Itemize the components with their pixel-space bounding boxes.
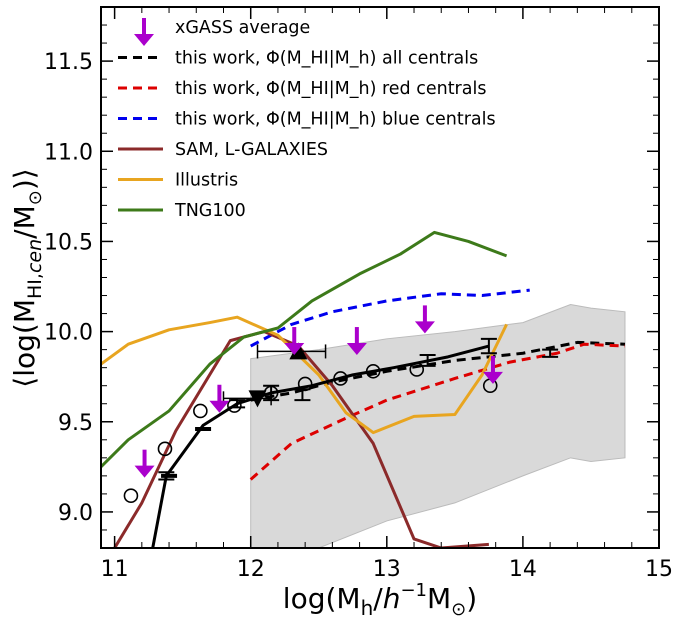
legend-entry-xgass: xGASS average: [134, 18, 310, 46]
xgass-arrow-0: [134, 449, 155, 478]
x-tick-label-2: 13: [373, 557, 401, 582]
legend-entry-illustris: Illustris: [118, 171, 238, 191]
open-circle-point-1: [157, 441, 173, 457]
triangle-up-point-marker: [289, 342, 308, 360]
scatter-band: [250, 304, 626, 548]
series-line-tng-5: [101, 230, 508, 468]
x-tick-label-0: 11: [101, 557, 129, 582]
xgass-arrow-4-head: [414, 321, 435, 334]
xgass-arrow-1: [209, 384, 230, 413]
y-tick-label-4: 11.0: [44, 140, 93, 165]
series-line-blue-2: [250, 288, 530, 348]
open-circle-point-6: [333, 371, 348, 386]
legend-label-red: this work, Φ(M_HI|M_h) red centrals: [175, 79, 486, 99]
legend-label-all: this work, Φ(M_HI|M_h) all centrals: [175, 49, 478, 69]
xgass-arrow-1-head: [209, 400, 230, 413]
legend-label-xgass: xGASS average: [175, 18, 310, 38]
xgass-arrow-2-head: [284, 343, 305, 356]
legend-entry-blue: this work, Φ(M_HI|M_h) blue centrals: [118, 110, 496, 130]
x-tick-label-4: 15: [645, 557, 673, 582]
y-tick-label-2: 10.0: [44, 321, 93, 346]
error-bar-5: [480, 337, 497, 355]
open-circle-point-0: [123, 488, 139, 504]
open-circle-point-2: [193, 403, 208, 419]
xgass-arrow-0-head: [134, 465, 155, 478]
legend-entry-all: this work, Φ(M_HI|M_h) all centrals: [118, 49, 478, 69]
y-tick-label-1: 9.5: [58, 411, 93, 436]
open-circle-point-7: [365, 363, 381, 379]
legend-label-illustris: Illustris: [175, 171, 238, 191]
legend-entry-red: this work, Φ(M_HI|M_h) red centrals: [118, 79, 486, 99]
xgass-arrow-2: [284, 327, 305, 356]
y-tick-label-0: 9.0: [58, 501, 93, 526]
open-circle-point-8: [409, 362, 425, 377]
legend-swatch-xgass-head: [134, 34, 154, 46]
error-bar-6: [542, 348, 559, 358]
series-line-red-1: [249, 342, 626, 481]
x-tick-label-3: 14: [509, 557, 537, 582]
legend-entry-sam: SAM, L-GALAXIES: [118, 140, 328, 160]
legend-label-sam: SAM, L-GALAXIES: [175, 140, 328, 160]
legend-label-blue: this work, Φ(M_HI|M_h) blue centrals: [175, 110, 496, 130]
open-circle-point-5: [297, 376, 313, 392]
xgass-arrow-3-head: [346, 343, 367, 356]
xgass-arrow-3: [346, 327, 367, 356]
xgass-arrow-5-head: [482, 371, 503, 384]
legend-label-tng: TNG100: [174, 201, 246, 221]
legend-swatch-xgass: [134, 18, 154, 46]
triangle-down-point-marker: [248, 390, 267, 408]
legend-entry-tng: TNG100: [118, 201, 246, 221]
plot-frame: [100, 6, 660, 549]
y-tick-label-5: 11.5: [44, 50, 93, 75]
series-line-illustris-4: [101, 315, 508, 435]
x-axis-label: log(Mh/h−1M⊙): [283, 580, 477, 620]
series-line-all-6: [151, 344, 490, 548]
xgass-arrow-4: [414, 305, 435, 334]
x-tick-label-1: 12: [237, 557, 265, 582]
y-axis-label: ⟨log(MHI,cen/M⊙)⟩: [8, 168, 46, 387]
y-tick-label-3: 10.5: [44, 230, 93, 255]
xgass-arrow-5: [482, 355, 503, 384]
